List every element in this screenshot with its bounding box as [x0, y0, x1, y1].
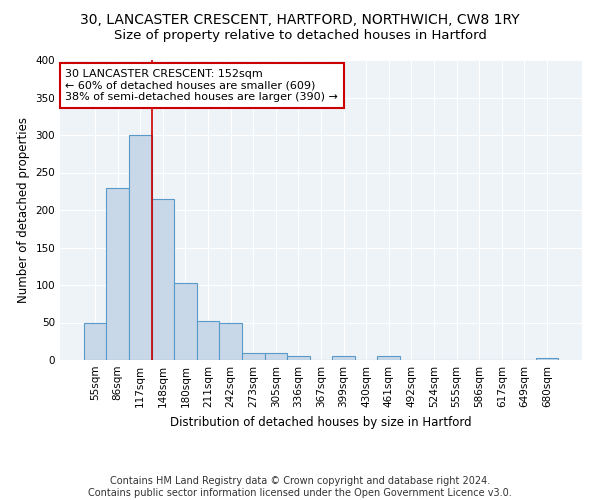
Text: 30 LANCASTER CRESCENT: 152sqm
← 60% of detached houses are smaller (609)
38% of : 30 LANCASTER CRESCENT: 152sqm ← 60% of d…: [65, 69, 338, 102]
Bar: [287, 356, 310, 360]
Bar: [197, 321, 220, 360]
Bar: [152, 198, 174, 360]
Y-axis label: Number of detached properties: Number of detached properties: [17, 117, 30, 303]
Bar: [536, 358, 558, 360]
Bar: [106, 188, 129, 360]
Bar: [129, 135, 152, 360]
Bar: [174, 283, 197, 360]
Text: Contains HM Land Registry data © Crown copyright and database right 2024.
Contai: Contains HM Land Registry data © Crown c…: [88, 476, 512, 498]
Bar: [242, 352, 265, 360]
Text: Size of property relative to detached houses in Hartford: Size of property relative to detached ho…: [113, 29, 487, 42]
Text: 30, LANCASTER CRESCENT, HARTFORD, NORTHWICH, CW8 1RY: 30, LANCASTER CRESCENT, HARTFORD, NORTHW…: [80, 12, 520, 26]
Bar: [220, 322, 242, 360]
Bar: [84, 322, 106, 360]
Text: Distribution of detached houses by size in Hartford: Distribution of detached houses by size …: [170, 416, 472, 429]
Bar: [265, 352, 287, 360]
Bar: [332, 356, 355, 360]
Bar: [377, 356, 400, 360]
